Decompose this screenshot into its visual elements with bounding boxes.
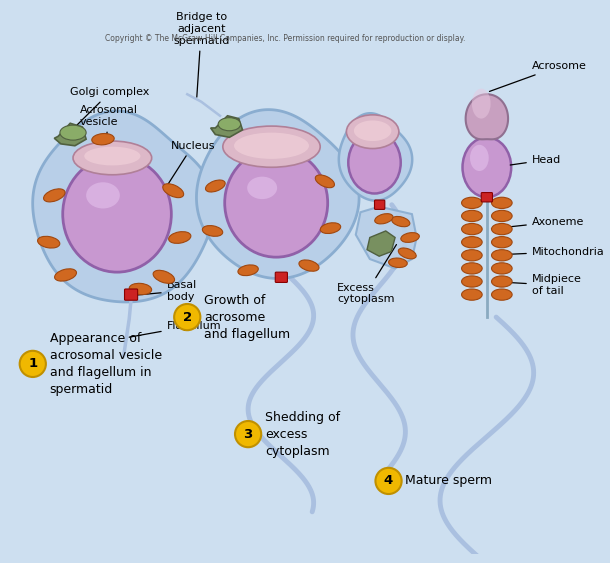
Text: 2: 2: [182, 311, 192, 324]
Circle shape: [375, 468, 401, 494]
Ellipse shape: [84, 147, 140, 166]
Ellipse shape: [492, 236, 512, 248]
Polygon shape: [210, 116, 243, 137]
Ellipse shape: [206, 180, 225, 192]
Text: Mitochondria: Mitochondria: [510, 247, 605, 257]
Ellipse shape: [462, 211, 482, 222]
Ellipse shape: [472, 88, 490, 119]
Polygon shape: [33, 111, 214, 302]
Ellipse shape: [234, 133, 309, 159]
Ellipse shape: [492, 224, 512, 235]
Ellipse shape: [462, 224, 482, 235]
Text: 3: 3: [243, 428, 253, 441]
Ellipse shape: [398, 248, 416, 259]
Text: 1: 1: [28, 358, 37, 370]
Text: Bridge to
adjacent
spermatid: Bridge to adjacent spermatid: [173, 12, 229, 97]
Text: Appearance of
acrosomal vesicle
and flagellum in
spermatid: Appearance of acrosomal vesicle and flag…: [49, 332, 162, 396]
Text: Acrosomal
vesicle: Acrosomal vesicle: [79, 105, 138, 153]
Ellipse shape: [54, 269, 76, 281]
Ellipse shape: [43, 189, 65, 202]
Ellipse shape: [462, 137, 511, 197]
Ellipse shape: [462, 263, 482, 274]
Ellipse shape: [223, 126, 320, 167]
Text: Nucleus: Nucleus: [165, 141, 215, 189]
Text: Acrosome: Acrosome: [489, 61, 587, 91]
Circle shape: [20, 351, 46, 377]
Ellipse shape: [470, 145, 489, 171]
Ellipse shape: [389, 258, 407, 267]
Ellipse shape: [247, 177, 277, 199]
Ellipse shape: [346, 115, 399, 149]
Ellipse shape: [492, 276, 512, 287]
Polygon shape: [465, 94, 508, 139]
Text: Excess
cytoplasm: Excess cytoplasm: [337, 244, 396, 305]
Ellipse shape: [86, 182, 120, 208]
Ellipse shape: [129, 283, 152, 294]
Text: Growth of
acrosome
and flagellum: Growth of acrosome and flagellum: [204, 293, 290, 341]
Ellipse shape: [73, 141, 152, 175]
Ellipse shape: [392, 216, 410, 227]
Ellipse shape: [60, 125, 86, 140]
Polygon shape: [356, 207, 417, 269]
Text: Midpiece
of tail: Midpiece of tail: [510, 274, 582, 296]
Ellipse shape: [462, 276, 482, 287]
Text: Golgi complex: Golgi complex: [70, 87, 149, 132]
Text: Flagellum: Flagellum: [129, 320, 221, 337]
Ellipse shape: [315, 175, 334, 187]
Ellipse shape: [492, 249, 512, 261]
Ellipse shape: [354, 120, 392, 141]
Text: Mature sperm: Mature sperm: [406, 475, 492, 488]
Ellipse shape: [462, 197, 482, 208]
Polygon shape: [367, 231, 395, 256]
Ellipse shape: [203, 226, 223, 236]
Ellipse shape: [462, 249, 482, 261]
Ellipse shape: [38, 236, 60, 248]
Ellipse shape: [401, 233, 419, 243]
Ellipse shape: [92, 133, 114, 145]
Ellipse shape: [299, 260, 319, 271]
Ellipse shape: [375, 213, 393, 224]
Ellipse shape: [462, 236, 482, 248]
Ellipse shape: [63, 156, 171, 272]
Ellipse shape: [348, 132, 401, 194]
FancyBboxPatch shape: [275, 272, 287, 283]
Text: Copyright © The McGraw-Hill Companies, Inc. Permission required for reproduction: Copyright © The McGraw-Hill Companies, I…: [106, 34, 466, 43]
Ellipse shape: [163, 184, 184, 198]
Ellipse shape: [492, 211, 512, 222]
Ellipse shape: [492, 289, 512, 300]
Text: Basal
body: Basal body: [134, 280, 197, 302]
Polygon shape: [339, 113, 412, 200]
Ellipse shape: [492, 197, 512, 208]
Polygon shape: [196, 110, 359, 279]
FancyBboxPatch shape: [375, 200, 385, 209]
Ellipse shape: [153, 270, 174, 283]
Polygon shape: [54, 123, 86, 146]
Ellipse shape: [238, 265, 258, 276]
Ellipse shape: [320, 223, 340, 234]
FancyBboxPatch shape: [481, 193, 492, 202]
Ellipse shape: [218, 118, 240, 131]
Ellipse shape: [462, 289, 482, 300]
Circle shape: [235, 421, 261, 447]
Text: Axoneme: Axoneme: [492, 217, 584, 229]
Text: Shedding of
excess
cytoplasm: Shedding of excess cytoplasm: [265, 410, 340, 458]
Text: Head: Head: [510, 155, 561, 165]
FancyBboxPatch shape: [124, 289, 138, 300]
Text: 4: 4: [384, 475, 393, 488]
Ellipse shape: [224, 149, 328, 257]
Ellipse shape: [492, 263, 512, 274]
Ellipse shape: [168, 231, 191, 243]
Circle shape: [174, 304, 200, 330]
